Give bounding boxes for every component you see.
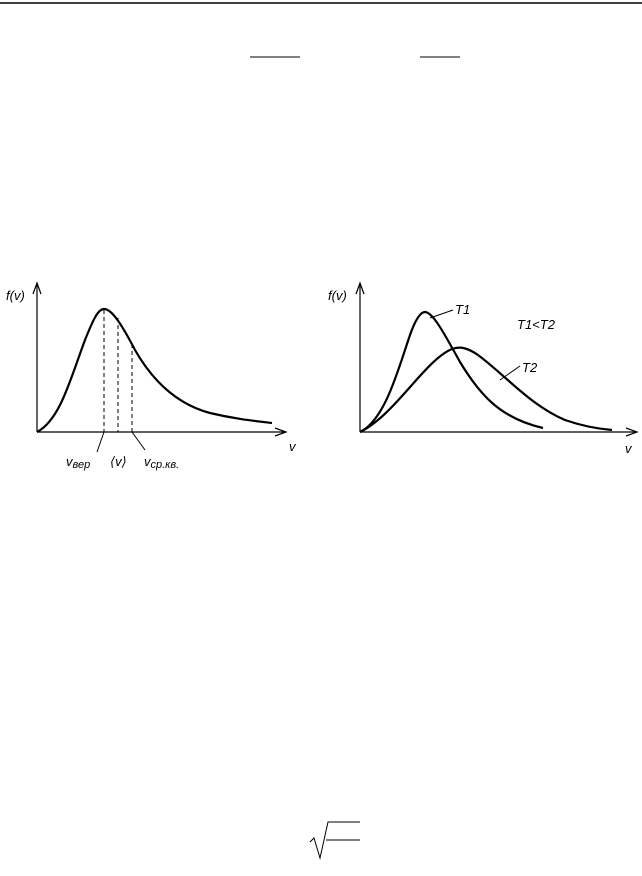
axes — [32, 281, 288, 437]
leader — [429, 309, 454, 319]
y-label: f(v) — [328, 288, 347, 303]
leader — [96, 431, 105, 453]
right-diagram: f(v) v T1 T2 T1<T2 — [328, 281, 639, 456]
leader — [131, 431, 146, 451]
left-diagram: f(v) v vвер ⟨v⟩ vср.кв. — [6, 281, 297, 471]
curve-label: T1 — [455, 302, 470, 317]
axes — [355, 281, 639, 437]
marker-label: vвер — [66, 454, 90, 471]
x-label: v — [625, 441, 633, 456]
marker-label: vср.кв. — [144, 454, 179, 471]
marker-label: ⟨v⟩ — [110, 454, 127, 469]
leader — [499, 365, 521, 381]
root-sign — [309, 821, 360, 860]
y-label: f(v) — [6, 288, 25, 303]
curve-t1 — [359, 310, 544, 433]
distribution-curve — [36, 307, 273, 433]
x-label: v — [289, 439, 297, 454]
relation: T1<T2 — [517, 317, 556, 332]
curve-label: T2 — [522, 360, 538, 375]
curve-t2 — [359, 346, 613, 433]
